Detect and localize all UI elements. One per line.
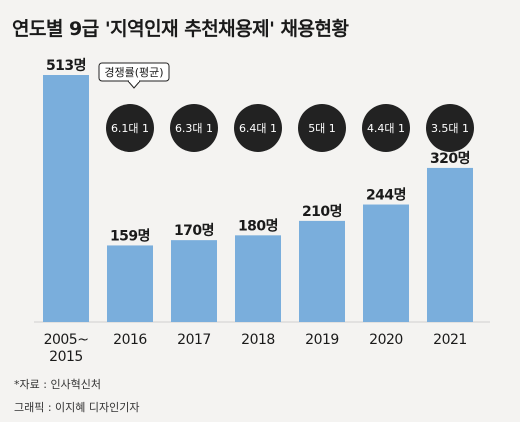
value-labels-group: 513명 159명 170명 180명 210명 244명 320명 — [46, 57, 471, 244]
ratio-bubble-2021 — [426, 104, 474, 152]
tick-label-line: 2005~ — [44, 332, 89, 348]
tick-label-2016: 2016 — [113, 332, 147, 348]
ratio-bubble-2018 — [234, 104, 282, 152]
tick-label-2017: 2017 — [177, 332, 211, 348]
ratio-label-2017: 6.3대 1 — [175, 122, 213, 135]
ratio-bubble-2020 — [362, 104, 410, 152]
tick-label-2005~2015: 2005~ 2015 — [44, 332, 89, 365]
ratio-label-2018: 6.4대 1 — [239, 122, 277, 135]
tick-label-line: 2017 — [177, 332, 211, 348]
value-label-2019: 210명 — [302, 203, 342, 220]
graphic-credit: 그래픽 : 이지혜 디자인기자 — [14, 401, 140, 414]
ratio-legend-pointer — [127, 80, 141, 89]
tick-label-line: 2021 — [433, 332, 467, 348]
tick-labels-group: 2005~ 2015 2016 2017 2018 2019 2020 2021 — [44, 332, 468, 365]
ratio-bubble-2016 — [106, 104, 154, 152]
ratio-label-2019: 5대 1 — [308, 122, 336, 135]
bar-2017 — [171, 240, 217, 322]
ratio-bubble-2017 — [170, 104, 218, 152]
tick-label-2019: 2019 — [305, 332, 339, 348]
ratio-label-2016: 6.1대 1 — [111, 122, 149, 135]
tick-label-2020: 2020 — [369, 332, 403, 348]
bar-2019 — [299, 220, 345, 322]
ratio-legend: 경쟁률(평균) — [98, 62, 170, 89]
bars-group — [43, 75, 473, 322]
chart-title: 연도별 9급 '지역인재 추천채용제' 채용현황 — [12, 18, 349, 40]
bar-2005~2015 — [43, 75, 89, 322]
bar-2021 — [427, 167, 473, 322]
value-label-2018: 180명 — [238, 217, 278, 234]
source-note: *자료 : 인사혁신처 — [14, 378, 102, 391]
ratio-legend-label: 경쟁률(평균) — [104, 66, 163, 79]
value-label-2020: 244명 — [366, 187, 406, 204]
value-label-2016: 159명 — [110, 227, 150, 244]
tick-label-2021: 2021 — [433, 332, 467, 348]
bar-2016 — [107, 245, 153, 322]
tick-label-line: 2016 — [113, 332, 147, 348]
value-label-2005~2015: 513명 — [46, 57, 86, 74]
bar-2020 — [363, 204, 409, 322]
tick-label-line: 2018 — [241, 332, 275, 348]
tick-label-line: 2019 — [305, 332, 339, 348]
tick-label-line: 2020 — [369, 332, 403, 348]
value-label-2021: 320명 — [430, 150, 470, 167]
ratio-bubble-2019 — [298, 104, 346, 152]
value-label-2017: 170명 — [174, 222, 214, 239]
ratio-label-2020: 4.4대 1 — [367, 122, 405, 135]
ratio-bubbles-group: 6.1대 1 6.3대 1 6.4대 1 5대 1 4.4대 1 3.5대 1 — [106, 104, 474, 152]
bar-2018 — [235, 235, 281, 322]
ratio-label-2021: 3.5대 1 — [431, 122, 469, 135]
tick-label-2018: 2018 — [241, 332, 275, 348]
tick-label-line: 2015 — [49, 349, 83, 365]
